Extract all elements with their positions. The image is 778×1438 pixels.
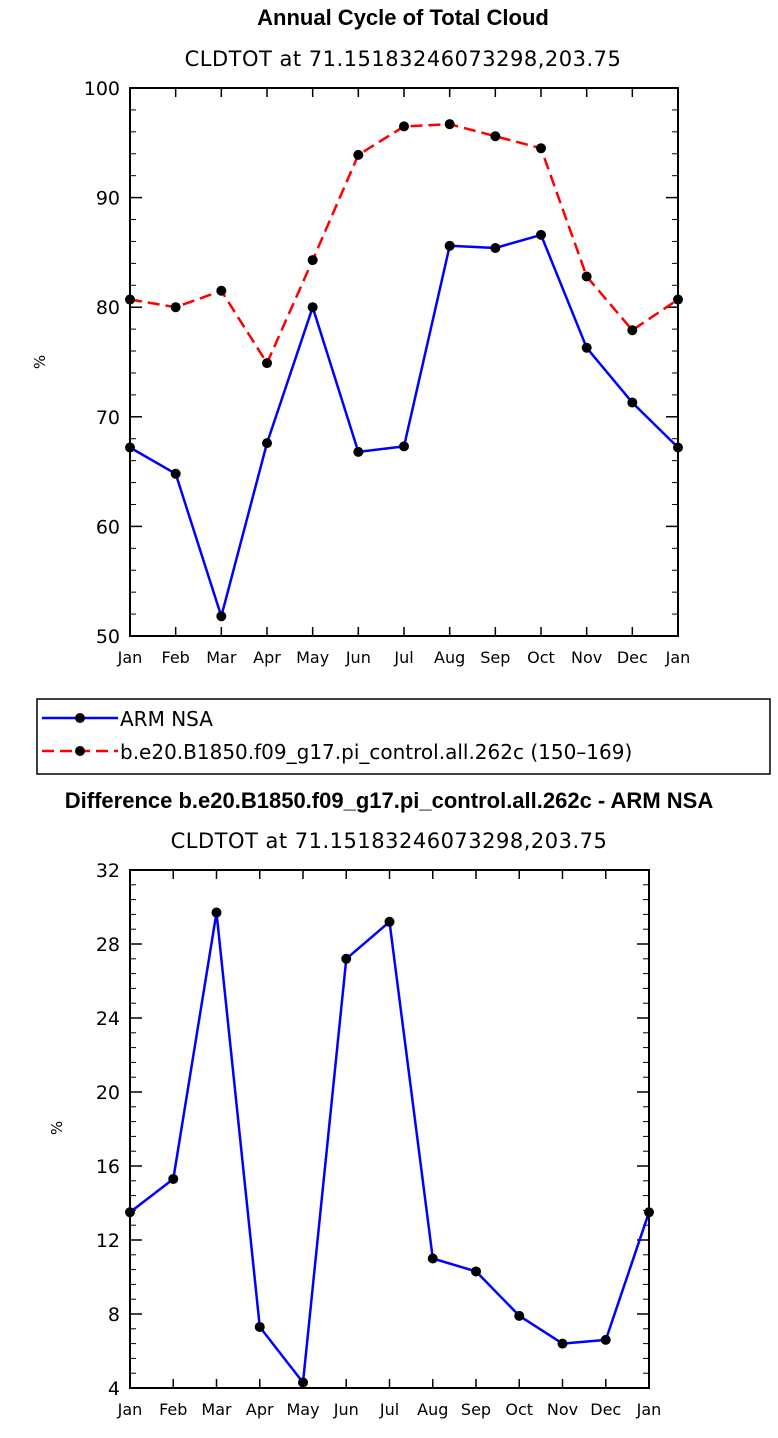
chart1-series xyxy=(125,119,683,622)
data-point xyxy=(471,1266,481,1277)
x-tick-label: Jan xyxy=(636,1400,662,1419)
legend-model-label: b.e20.B1850.f09_g17.pi_control.all.262c … xyxy=(120,740,632,764)
data-point xyxy=(211,907,222,918)
data-point xyxy=(490,243,501,254)
data-point xyxy=(627,397,638,408)
y-tick-label: 16 xyxy=(96,1156,120,1178)
data-point xyxy=(384,916,395,927)
data-point xyxy=(444,240,455,251)
data-point xyxy=(600,1334,611,1345)
legend-model-marker xyxy=(75,746,85,756)
y-tick-label: 4 xyxy=(108,1378,120,1400)
x-tick-label: Mar xyxy=(201,1400,232,1419)
chart2-series xyxy=(125,907,654,1388)
panel-annual-cycle: Annual Cycle of Total Cloud CLDTOT at 71… xyxy=(31,5,690,667)
y-tick-label: 32 xyxy=(96,860,120,882)
legend-obs-marker xyxy=(75,713,85,723)
y-tick-label: 28 xyxy=(96,934,120,956)
legend-box xyxy=(36,698,771,775)
x-tick-label: Mar xyxy=(206,648,237,667)
data-point xyxy=(557,1338,568,1349)
panel-difference: Difference b.e20.B1850.f09_g17.pi_contro… xyxy=(48,788,713,1419)
chart2-subtitle: CLDTOT at 71.15183246073298,203.75 xyxy=(171,829,608,853)
series-line-0 xyxy=(129,233,679,618)
data-point xyxy=(353,446,364,457)
y-tick-label: 20 xyxy=(96,1082,120,1104)
legend: ARM NSA b.e20.B1850.f09_g17.pi_control.a… xyxy=(36,698,771,775)
x-tick-label: Jan xyxy=(117,648,143,667)
x-tick-label: Jun xyxy=(345,648,371,667)
x-tick-label: Dec xyxy=(590,1400,621,1419)
data-point xyxy=(581,271,592,282)
chart1-title: Annual Cycle of Total Cloud xyxy=(257,5,549,30)
data-point xyxy=(307,302,318,313)
x-tick-label: Nov xyxy=(571,648,602,667)
data-point xyxy=(262,358,272,369)
chart2-title: Difference b.e20.B1850.f09_g17.pi_contro… xyxy=(65,788,714,813)
data-point xyxy=(168,1173,179,1184)
data-point xyxy=(399,441,409,452)
data-point xyxy=(216,611,227,622)
data-point xyxy=(341,953,352,964)
x-tick-label: Sep xyxy=(480,648,510,667)
x-tick-label: Dec xyxy=(617,648,648,667)
x-tick-label: Apr xyxy=(246,1400,274,1419)
data-point xyxy=(444,119,455,130)
y-tick-label: 100 xyxy=(84,78,120,100)
data-point xyxy=(307,255,318,266)
chart1-axes: Jan Feb Mar Apr May Jun Jul Aug Sep Oct Nov Dec Jan5… xyxy=(84,78,691,667)
x-tick-label: Jul xyxy=(393,648,413,667)
chart1-subtitle: CLDTOT at 71.15183246073298,203.75 xyxy=(185,47,622,71)
data-point xyxy=(254,1321,265,1332)
data-point xyxy=(536,143,546,154)
x-tick-label: Aug xyxy=(434,648,465,667)
x-tick-label: May xyxy=(286,1400,319,1419)
chart2-plot-frame xyxy=(129,869,650,1389)
x-tick-label: Jun xyxy=(333,1400,359,1419)
chart1-plot-frame xyxy=(129,87,679,637)
x-tick-label: Jan xyxy=(665,648,691,667)
x-tick-label: Nov xyxy=(547,1400,578,1419)
data-point xyxy=(170,302,181,313)
x-tick-label: Oct xyxy=(527,648,555,667)
x-tick-label: Sep xyxy=(461,1400,491,1419)
data-point xyxy=(490,131,501,142)
y-tick-label: 24 xyxy=(96,1008,120,1030)
series-line-0 xyxy=(129,911,651,1384)
y-tick-label: 60 xyxy=(96,516,120,538)
data-point xyxy=(216,285,227,296)
x-tick-label: Feb xyxy=(162,648,190,667)
x-tick-label: Jul xyxy=(379,1400,399,1419)
legend-obs-label: ARM NSA xyxy=(120,707,213,731)
data-point xyxy=(353,149,364,160)
x-tick-label: Jan xyxy=(117,1400,143,1419)
x-tick-label: Feb xyxy=(159,1400,187,1419)
y-tick-label: 50 xyxy=(96,626,120,648)
data-point xyxy=(399,121,409,132)
data-point xyxy=(514,1310,525,1321)
data-point xyxy=(627,325,638,336)
x-tick-label: May xyxy=(296,648,329,667)
data-point xyxy=(427,1253,438,1264)
x-tick-label: Aug xyxy=(417,1400,448,1419)
y-tick-label: 80 xyxy=(96,297,120,319)
y-tick-label: 8 xyxy=(108,1304,120,1326)
chart2-axes: Jan Feb Mar Apr May Jun Jul Aug Sep Oct Nov Dec Jan4… xyxy=(96,860,662,1419)
x-tick-label: Oct xyxy=(505,1400,533,1419)
data-point xyxy=(298,1377,308,1388)
chart2-ylabel: % xyxy=(48,1121,66,1135)
data-point xyxy=(170,468,181,479)
legend-entry-obs: ARM NSA xyxy=(42,707,213,731)
y-tick-label: 12 xyxy=(96,1230,120,1252)
y-tick-label: 90 xyxy=(96,188,120,210)
x-tick-label: Apr xyxy=(253,648,281,667)
legend-entry-model: b.e20.B1850.f09_g17.pi_control.all.262c … xyxy=(42,740,632,764)
data-point xyxy=(262,438,272,449)
y-tick-label: 70 xyxy=(96,407,120,429)
chart1-ylabel: % xyxy=(31,355,49,369)
series-line-1 xyxy=(129,122,679,365)
data-point xyxy=(536,229,546,240)
data-point xyxy=(581,342,592,353)
